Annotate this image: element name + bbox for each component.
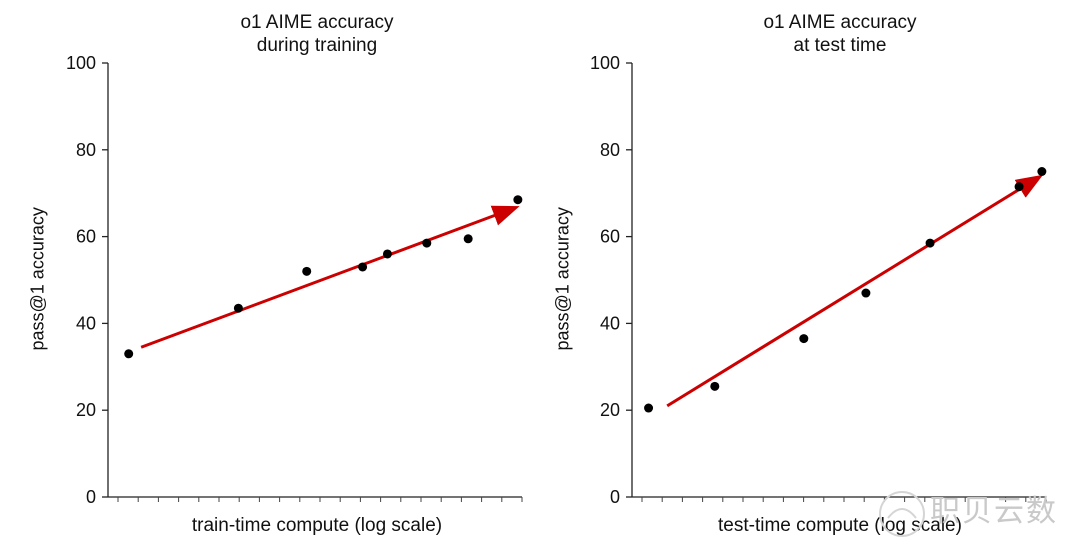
data-point: [710, 381, 720, 391]
chart-title-line-1: o1 AIME accuracy: [763, 12, 917, 33]
watermark-text: 职贝云数: [930, 494, 1058, 529]
watermark-logo-icon: [879, 491, 925, 537]
data-point: [463, 234, 473, 244]
data-point: [644, 403, 654, 413]
y-tick-label: 60: [600, 227, 620, 247]
y-tick-label: 100: [590, 53, 620, 73]
trend-arrow: [666, 174, 1044, 408]
data-point: [513, 195, 523, 205]
y-tick-label: 40: [76, 313, 96, 333]
y-tick-label: 60: [76, 227, 96, 247]
y-tick-label: 20: [76, 400, 96, 420]
chart-title-line-2: at test time: [793, 35, 887, 56]
x-axis-label: train-time compute (log scale): [191, 515, 443, 536]
data-point: [358, 262, 368, 272]
data-point: [233, 303, 243, 313]
data-point: [1014, 182, 1024, 192]
x-axis-label: test-time compute (log scale): [718, 515, 962, 536]
data-point: [861, 288, 871, 298]
chart-title-line-2: during training: [256, 35, 378, 56]
trend-arrow: [140, 205, 520, 349]
data-point: [302, 266, 312, 276]
y-tick-label: 0: [610, 487, 620, 507]
y-tick-label: 80: [600, 140, 620, 160]
data-point: [925, 238, 935, 248]
chart-title-line-1: o1 AIME accuracy: [240, 12, 394, 33]
y-tick-label: 20: [600, 400, 620, 420]
y-tick-label: 0: [86, 487, 96, 507]
data-point: [799, 334, 809, 344]
data-point: [1037, 167, 1047, 176]
data-point: [382, 249, 392, 259]
y-tick-label: 100: [66, 53, 96, 73]
data-point: [422, 238, 432, 248]
y-tick-label: 40: [600, 313, 620, 333]
y-tick-label: 80: [76, 140, 96, 160]
data-point: [124, 349, 134, 359]
